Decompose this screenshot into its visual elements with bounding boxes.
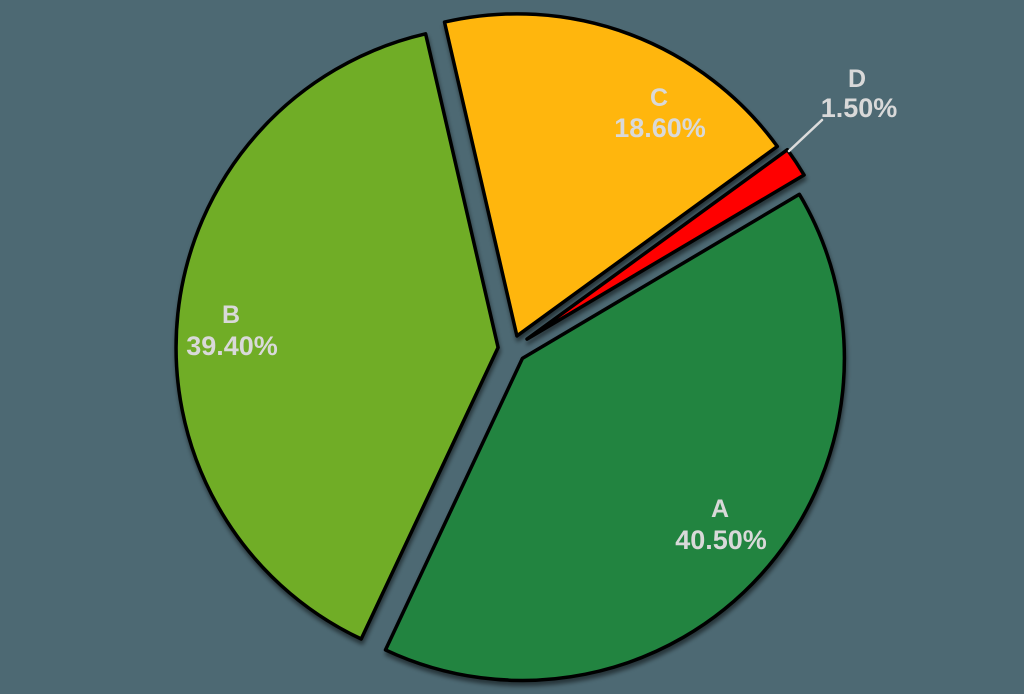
pie-slice-A	[383, 192, 847, 683]
leader-line-D	[787, 118, 824, 153]
slice-label-name-B: B	[222, 301, 240, 329]
slice-label-name-C: C	[650, 84, 668, 112]
slice-label-value-A: 40.50%	[675, 525, 767, 555]
pie-slice-C	[442, 12, 780, 338]
slice-labels-group: C18.60% D1.50% A40.50% B39.40%	[186, 65, 897, 555]
pie-slices-group	[174, 12, 847, 683]
slice-label-name-A: A	[711, 495, 729, 523]
slice-label-value-C: 18.60%	[614, 113, 706, 143]
pie-slice-B	[174, 32, 500, 641]
leader-lines-group	[787, 118, 824, 153]
slice-label-value-B: 39.40%	[186, 331, 278, 361]
pie-slice-D	[525, 147, 806, 341]
slice-label-value-D: 1.50%	[821, 93, 898, 123]
slice-label-name-D: D	[848, 65, 866, 93]
